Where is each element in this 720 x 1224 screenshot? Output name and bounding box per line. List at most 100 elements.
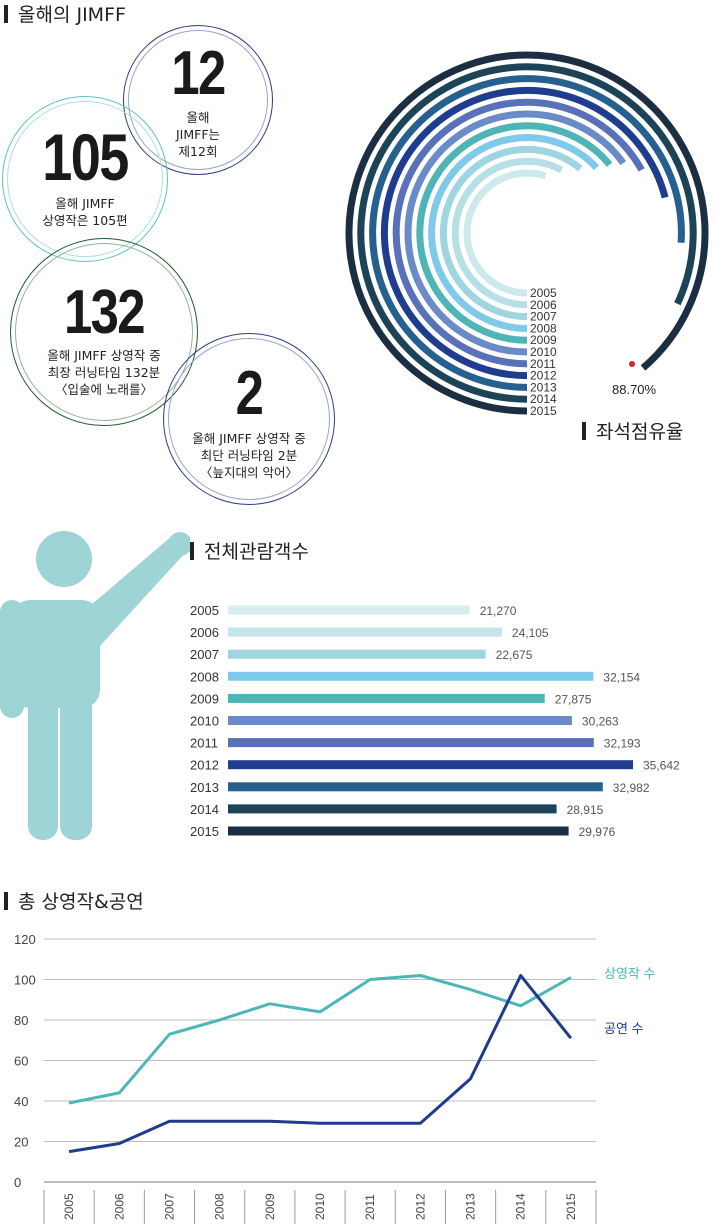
x-tick-label: 2007 <box>162 1193 176 1220</box>
x-tick-label: 2013 <box>464 1193 478 1220</box>
person-pointing-icon <box>0 531 190 840</box>
title-marker <box>4 891 8 910</box>
attendance-value-label: 32,154 <box>603 670 640 684</box>
attendance-value-label: 27,875 <box>555 692 592 706</box>
attendance-bar-2007 <box>228 649 486 659</box>
x-tick-label: 2006 <box>112 1193 126 1220</box>
stat-circle-shortest: 2 올해 JIMFF 상영작 중 최단 러닝타임 2분 〈늪지대의 악어〉 <box>163 333 335 505</box>
occupancy-year-label: 2009 <box>530 333 557 347</box>
title-marker <box>4 4 8 23</box>
attendance-value-label: 24,105 <box>512 626 549 640</box>
attendance-year-label: 2008 <box>190 669 219 684</box>
attendance-year-label: 2009 <box>190 691 219 706</box>
series-line-1 <box>68 974 573 1154</box>
attendance-bar-2015 <box>228 826 569 836</box>
title-marker <box>582 421 586 440</box>
screenings-section-title: 총 상영작&공연 <box>4 887 144 914</box>
occupancy-year-label: 2010 <box>530 345 557 359</box>
occupancy-arc-2007 <box>439 145 583 321</box>
stat-circle-edition: 12 올해 JIMFF는 제12회 <box>123 25 273 175</box>
attendance-year-label: 2012 <box>190 758 219 773</box>
series-label: 상영작 수 <box>604 966 655 981</box>
series-label: 공연 수 <box>604 1021 644 1036</box>
y-tick-label: 0 <box>14 1175 21 1190</box>
occupancy-year-label: 2011 <box>530 357 556 371</box>
attendance-bar-2013 <box>228 782 603 792</box>
occupancy-arc-2009 <box>416 122 613 344</box>
x-tick-label: 2014 <box>514 1193 528 1220</box>
attendance-value-label: 30,263 <box>582 715 619 729</box>
attendance-year-label: 2014 <box>190 802 219 817</box>
x-tick-label: 2008 <box>213 1193 227 1220</box>
x-tick-label: 2015 <box>564 1193 578 1220</box>
stat-caption: 올해 JIMFF는 제12회 <box>175 110 221 159</box>
x-tick-label: 2005 <box>62 1193 76 1220</box>
occupancy-arc-2008 <box>428 134 600 332</box>
screenings-title-text: 총 상영작&공연 <box>18 891 144 913</box>
stat-caption: 올해 JIMFF 상영작은 105편 <box>42 196 128 228</box>
occupancy-year-label: 2008 <box>530 321 557 335</box>
attendance-value-label: 32,982 <box>613 781 650 795</box>
occupancy-year-label: 2014 <box>530 392 557 406</box>
attendance-year-label: 2007 <box>190 647 219 662</box>
series-line-0 <box>68 974 572 1105</box>
attendance-bar-2005 <box>228 605 470 615</box>
y-tick-label: 100 <box>14 973 36 988</box>
attendance-bar-2009 <box>228 693 545 703</box>
jimff-section-title: 올해의 JIMFF <box>4 0 126 27</box>
occupancy-arc-2015 <box>345 51 709 415</box>
occupancy-year-label: 2015 <box>530 404 557 418</box>
title-marker <box>190 541 194 560</box>
y-tick-label: 20 <box>14 1135 28 1150</box>
occupancy-marker-dot <box>629 361 635 367</box>
attendance-value-label: 32,193 <box>604 737 641 751</box>
attendance-value-label: 28,915 <box>567 803 604 817</box>
attendance-value-label: 22,675 <box>496 648 533 662</box>
stat-number: 12 <box>171 39 226 108</box>
stat-caption: 올해 JIMFF 상영작 중 최장 러닝타임 132분 〈입술에 노래를〉 <box>47 348 161 397</box>
attendance-year-label: 2006 <box>190 625 219 640</box>
y-tick-label: 80 <box>14 1013 28 1028</box>
attendance-year-label: 2011 <box>190 736 218 751</box>
attendance-value-label: 35,642 <box>643 759 680 773</box>
attendance-section-title: 전체관람객수 <box>190 537 309 564</box>
x-tick-label: 2012 <box>413 1193 427 1220</box>
occupancy-value-label: 88.70% <box>612 382 657 397</box>
x-tick-label: 2009 <box>263 1193 277 1220</box>
stat-number: 132 <box>64 278 146 347</box>
attendance-value-label: 29,976 <box>579 825 616 839</box>
attendance-value-label: 21,270 <box>480 604 517 618</box>
occupancy-year-label: 2012 <box>530 369 557 383</box>
attendance-bar-2011 <box>228 738 594 748</box>
y-tick-label: 120 <box>14 932 36 947</box>
attendance-bar-chart: 2005 21,270 2006 24,105 2007 22,675 2008 32,154… <box>190 603 680 839</box>
attendance-bar-2014 <box>228 804 557 814</box>
y-tick-label: 40 <box>14 1094 28 1109</box>
stat-circle-longest: 132 올해 JIMFF 상영작 중 최장 러닝타임 132분 〈입술에 노래를… <box>10 238 198 426</box>
attendance-year-label: 2005 <box>190 603 219 618</box>
attendance-bar-2008 <box>228 671 594 681</box>
stat-circle-films: 105 올해 JIMFF 상영작은 105편 <box>2 96 168 262</box>
jimff-title-text: 올해의 JIMFF <box>18 4 126 26</box>
attendance-year-label: 2013 <box>190 780 219 795</box>
occupancy-year-label: 2013 <box>530 380 557 394</box>
occupancy-title-text: 좌석점유율 <box>596 421 684 443</box>
attendance-title-text: 전체관람객수 <box>204 541 309 563</box>
attendance-bar-2006 <box>228 627 502 637</box>
occupancy-arc-2010 <box>404 110 627 356</box>
occupancy-arc-2012 <box>380 86 669 380</box>
occupancy-radial-chart: 2005200620072008200920102011201220132014… <box>345 51 709 418</box>
occupancy-arc-2005 <box>463 169 547 297</box>
occupancy-arc-2013 <box>369 75 685 391</box>
attendance-year-label: 2010 <box>190 714 219 729</box>
attendance-year-label: 2015 <box>190 824 219 839</box>
y-tick-label: 60 <box>14 1054 28 1069</box>
occupancy-year-label: 2005 <box>530 286 557 300</box>
occupancy-year-label: 2007 <box>530 310 557 324</box>
occupancy-arc-2011 <box>392 98 645 368</box>
stat-number: 2 <box>235 359 264 428</box>
x-tick-label: 2010 <box>313 1193 327 1220</box>
screenings-line-chart: 0 20 40 60 80 100 120 2005 2006 2007 2008 2009 2010 2… <box>14 932 655 1224</box>
stat-number: 105 <box>42 120 129 194</box>
stat-caption: 올해 JIMFF 상영작 중 최단 러닝타임 2분 〈늪지대의 악어〉 <box>192 431 306 480</box>
